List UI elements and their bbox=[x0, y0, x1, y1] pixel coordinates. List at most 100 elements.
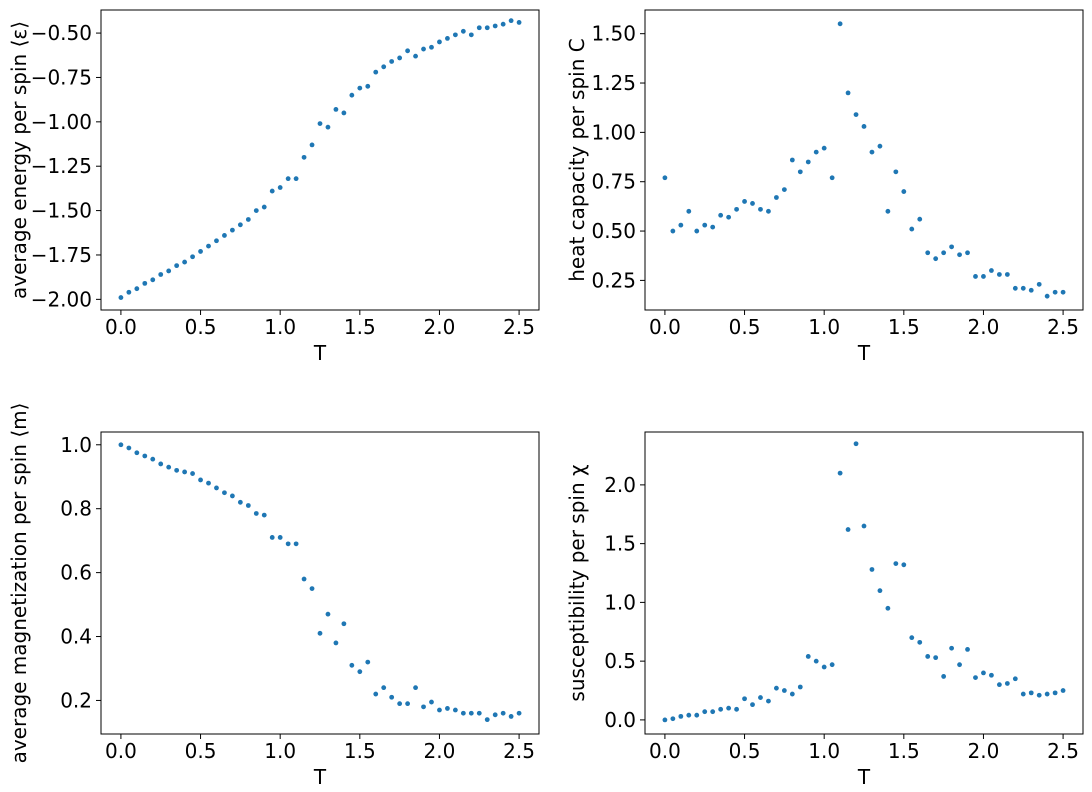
y-tick-label: 1.5 bbox=[604, 532, 636, 556]
data-point bbox=[365, 659, 371, 665]
data-point bbox=[965, 250, 970, 256]
data-point bbox=[726, 705, 732, 711]
data-point bbox=[166, 464, 172, 470]
data-point bbox=[333, 107, 339, 112]
data-point bbox=[949, 244, 954, 250]
data-point bbox=[774, 685, 779, 691]
data-point bbox=[845, 527, 851, 532]
data-point bbox=[989, 268, 994, 273]
data-point bbox=[182, 259, 188, 265]
data-point bbox=[1036, 692, 1042, 698]
data-point bbox=[957, 252, 962, 258]
data-point bbox=[909, 226, 915, 232]
data-point bbox=[381, 685, 387, 691]
data-point bbox=[261, 204, 267, 210]
data-point bbox=[325, 611, 331, 617]
y-tick-label: −1.00 bbox=[31, 110, 92, 134]
data-point bbox=[1020, 285, 1026, 291]
data-point bbox=[516, 20, 522, 25]
x-tick-label: 1.0 bbox=[264, 315, 296, 339]
x-tick-label: 2.5 bbox=[503, 315, 535, 339]
data-point bbox=[508, 714, 514, 719]
plot-frame bbox=[644, 9, 1084, 311]
data-point bbox=[694, 712, 700, 718]
data-point bbox=[909, 635, 915, 641]
data-point bbox=[734, 206, 739, 212]
data-points bbox=[118, 18, 522, 300]
data-point bbox=[710, 709, 716, 715]
data-point bbox=[949, 645, 954, 651]
data-point bbox=[222, 233, 227, 238]
x-tick-label: 1.5 bbox=[888, 315, 920, 339]
y-axis-label: average magnetization per spin ⟨m⟩ bbox=[7, 403, 31, 764]
data-point bbox=[813, 658, 819, 664]
data-point bbox=[142, 280, 148, 286]
panel-energy: 0.0 0.5 1.0 1.5 2.0 2.5 −2.00 −1.75 −1.50 −1.25 −1… bbox=[7, 9, 540, 365]
x-axis-label: T bbox=[857, 341, 871, 365]
data-point bbox=[166, 268, 172, 274]
data-point bbox=[190, 471, 195, 476]
data-point bbox=[981, 670, 986, 676]
data-point bbox=[662, 175, 668, 181]
data-point bbox=[686, 712, 692, 718]
data-point bbox=[941, 674, 947, 679]
data-point bbox=[413, 685, 418, 691]
data-point bbox=[237, 222, 243, 228]
x-tick-label: 2.0 bbox=[424, 739, 456, 763]
y-tick-label: 1.0 bbox=[60, 433, 92, 457]
data-point bbox=[476, 25, 482, 31]
data-point bbox=[309, 586, 315, 591]
data-point bbox=[118, 442, 124, 448]
data-point bbox=[126, 289, 132, 295]
data-point bbox=[452, 707, 458, 713]
data-point bbox=[277, 535, 283, 540]
data-point bbox=[301, 154, 307, 160]
data-point bbox=[734, 706, 739, 712]
data-point bbox=[1052, 289, 1058, 295]
x-tick-label: 2.0 bbox=[424, 315, 456, 339]
x-tick-label: 1.5 bbox=[344, 315, 376, 339]
y-axis-label: average energy per spin ⟨ε⟩ bbox=[7, 21, 31, 299]
data-point bbox=[333, 640, 339, 646]
data-point bbox=[805, 159, 811, 165]
x-tick-label: 1.5 bbox=[344, 739, 376, 763]
data-point bbox=[158, 461, 164, 467]
data-point bbox=[686, 208, 692, 214]
data-point bbox=[885, 605, 891, 611]
data-point bbox=[285, 176, 291, 182]
data-point bbox=[492, 712, 498, 718]
data-point bbox=[710, 224, 716, 230]
data-point bbox=[869, 149, 875, 155]
data-points bbox=[662, 441, 1066, 723]
data-point bbox=[702, 222, 708, 228]
data-point bbox=[253, 208, 259, 213]
data-point bbox=[389, 694, 395, 700]
data-point bbox=[933, 256, 939, 262]
y-tick-label: −1.50 bbox=[31, 199, 92, 223]
data-point bbox=[837, 21, 843, 27]
data-point bbox=[821, 664, 827, 670]
data-point bbox=[901, 189, 907, 194]
data-point bbox=[718, 212, 724, 218]
data-point bbox=[750, 702, 755, 708]
data-point bbox=[508, 18, 514, 24]
data-point bbox=[253, 511, 259, 516]
data-point bbox=[468, 710, 474, 716]
x-tick-label: 0.0 bbox=[105, 739, 137, 763]
data-point bbox=[222, 490, 227, 496]
data-point bbox=[758, 206, 763, 212]
data-point bbox=[245, 217, 251, 222]
panel-heat-capacity: 0.0 0.5 1.0 1.5 2.0 2.5 0.25 0.50 0.75 1.00 1.25 1.… bbox=[565, 9, 1084, 365]
data-point bbox=[134, 286, 140, 292]
y-tick-label: 0.0 bbox=[604, 708, 636, 732]
data-point bbox=[933, 655, 939, 661]
y-tick-label: 0.50 bbox=[591, 219, 636, 243]
data-point bbox=[797, 169, 803, 175]
data-point bbox=[869, 567, 875, 572]
data-point bbox=[230, 493, 235, 499]
data-point bbox=[118, 295, 124, 300]
data-point bbox=[877, 588, 883, 594]
data-point bbox=[853, 441, 859, 447]
data-point bbox=[237, 499, 243, 505]
